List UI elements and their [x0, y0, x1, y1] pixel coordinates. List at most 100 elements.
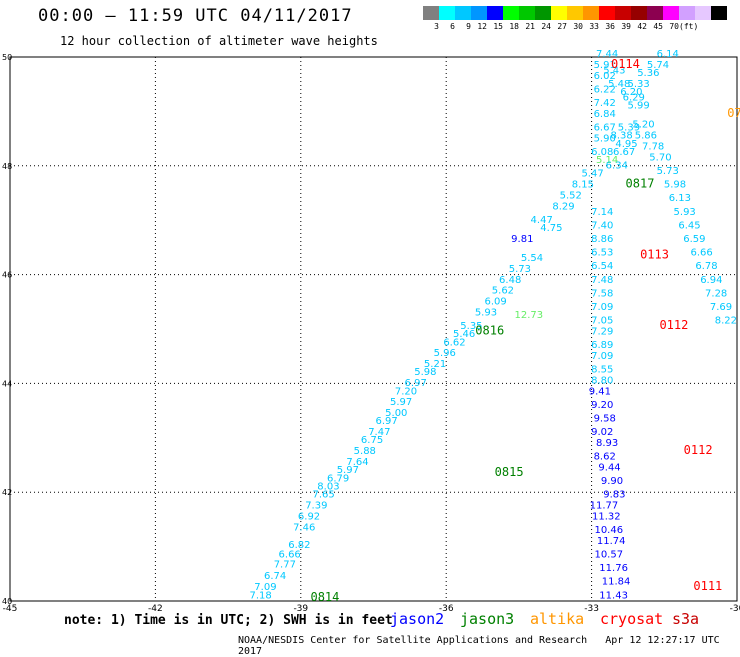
- wave-height-value: 6.79: [327, 473, 349, 484]
- pass-time-label: 0732: [727, 106, 740, 120]
- wave-height-value: 6.67: [594, 122, 616, 133]
- wave-height-value: 8.55: [591, 365, 613, 376]
- wave-height-value: 8.62: [594, 452, 616, 463]
- wave-height-value: 9.90: [601, 476, 623, 487]
- wave-height-value: 7.09: [254, 582, 276, 593]
- scale-label: 45: [653, 22, 663, 31]
- wave-height-value: 6.09: [485, 297, 507, 308]
- wave-height-value: 5.86: [635, 131, 657, 142]
- wave-height-value: 6.97: [375, 416, 397, 427]
- scale-label: 12: [477, 22, 487, 31]
- legend-cryosat: cryosat: [600, 610, 664, 628]
- scale-label: 9: [466, 22, 471, 31]
- scale-swatch: [519, 6, 535, 20]
- wave-height-value: 10.46: [594, 525, 623, 536]
- wave-height-value: 5.35: [460, 321, 482, 332]
- scale-swatch: [599, 6, 615, 20]
- wave-height-value: 5.96: [434, 348, 456, 359]
- scale-swatch: [487, 6, 503, 20]
- pass-time-label: 0114: [611, 57, 640, 71]
- wave-height-value: 7.28: [705, 288, 727, 299]
- scale-swatch: [583, 6, 599, 20]
- wave-height-value: 6.75: [361, 435, 383, 446]
- wave-height-value: 6.92: [298, 511, 320, 522]
- wave-height-value: 6.59: [683, 234, 705, 245]
- wave-height-value: 5.33: [627, 79, 649, 90]
- wave-height-value: 7.58: [591, 288, 613, 299]
- scale-label: 36: [605, 22, 615, 31]
- wave-height-value: 5.97: [337, 465, 359, 476]
- y-tick-label: 48: [2, 162, 12, 171]
- legend-s3a: s3a: [672, 610, 700, 628]
- wave-height-value: 6.78: [695, 261, 717, 272]
- scale-swatch: [711, 6, 727, 20]
- y-tick-label: 42: [2, 488, 12, 497]
- legend-jason2: jason2: [390, 610, 445, 628]
- wave-height-value: 10.57: [594, 549, 623, 560]
- wave-height-value: 9.41: [589, 386, 611, 397]
- pass-time-label: 0112: [659, 318, 688, 332]
- pass-time-label: 0113: [640, 247, 669, 261]
- scale-label: 24: [541, 22, 551, 31]
- scale-swatch: [679, 6, 695, 20]
- wave-height-value: 7.40: [591, 220, 613, 231]
- wave-height-value: 5.93: [475, 307, 497, 318]
- wave-height-value: 5.62: [492, 286, 514, 297]
- y-tick-label: 50: [2, 53, 12, 62]
- legend-jason3: jason3: [460, 610, 515, 628]
- scale-swatch: [471, 6, 487, 20]
- wave-height-value: 11.84: [602, 577, 631, 588]
- wave-height-value: 5.54: [521, 253, 543, 264]
- wave-height-value: 9.02: [591, 427, 613, 438]
- wave-height-value: 5.70: [649, 152, 671, 163]
- pass-time-label: 0815: [495, 465, 524, 479]
- wave-height-value: 6.08: [591, 147, 613, 158]
- wave-height-value: 6.48: [499, 275, 521, 286]
- wave-height-value: 4.75: [540, 223, 562, 234]
- wave-height-value: 7.18: [249, 590, 271, 601]
- scale-swatch: [615, 6, 631, 20]
- wave-height-value: 11.43: [599, 590, 628, 601]
- scale-label: 15: [493, 22, 503, 31]
- wave-height-value: 5.74: [647, 60, 669, 71]
- wave-height-value: 5.39: [618, 122, 640, 133]
- x-tick-label: -42: [148, 604, 163, 614]
- wave-height-value: 5.93: [674, 207, 696, 218]
- wave-height-value: 8.29: [552, 201, 574, 212]
- wave-height-value: 11.32: [592, 511, 621, 522]
- wave-height-value: 11.76: [599, 563, 628, 574]
- wave-height-value: 8.03: [317, 481, 339, 492]
- wave-height-value: 8.22: [715, 316, 737, 327]
- wave-height-value: 6.94: [700, 275, 722, 286]
- wave-height-value: 8.15: [572, 180, 594, 191]
- wave-height-value: 5.98: [414, 367, 436, 378]
- wave-height-value: 6.82: [288, 540, 310, 551]
- wave-height-value: 7.44: [596, 49, 618, 60]
- wave-height-value: 9.83: [603, 490, 625, 501]
- wave-height-value: 6.53: [591, 248, 613, 259]
- wave-height-value: 4.47: [531, 215, 553, 226]
- scale-swatch: [535, 6, 551, 20]
- scale-label: 6: [450, 22, 455, 31]
- wave-height-value: 7.20: [395, 386, 417, 397]
- y-tick-label: 40: [2, 597, 12, 606]
- x-tick-label: -30: [730, 604, 740, 614]
- wave-height-value: 11.74: [597, 536, 626, 547]
- wave-height-value: 7.69: [710, 302, 732, 313]
- scale-swatch: [439, 6, 455, 20]
- wave-height-value: 6.67: [613, 147, 635, 158]
- wave-height-value: 5.20: [632, 120, 654, 131]
- wave-height-value: 6.66: [691, 248, 713, 259]
- wave-height-value: 7.14: [591, 207, 613, 218]
- scale-label: 30: [573, 22, 583, 31]
- wave-height-value: 12.73: [514, 310, 543, 321]
- wave-height-value: 5.73: [657, 166, 679, 177]
- wave-height-value: 11.77: [590, 501, 619, 512]
- wave-height-value: 7.29: [591, 326, 613, 337]
- scale-label: 18: [509, 22, 519, 31]
- scale-label: 21: [525, 22, 535, 31]
- wave-height-value: 9.58: [594, 413, 616, 424]
- wave-height-value: 6.29: [623, 93, 645, 104]
- legend-altika: altika: [530, 610, 585, 628]
- wave-height-value: 8.86: [591, 234, 613, 245]
